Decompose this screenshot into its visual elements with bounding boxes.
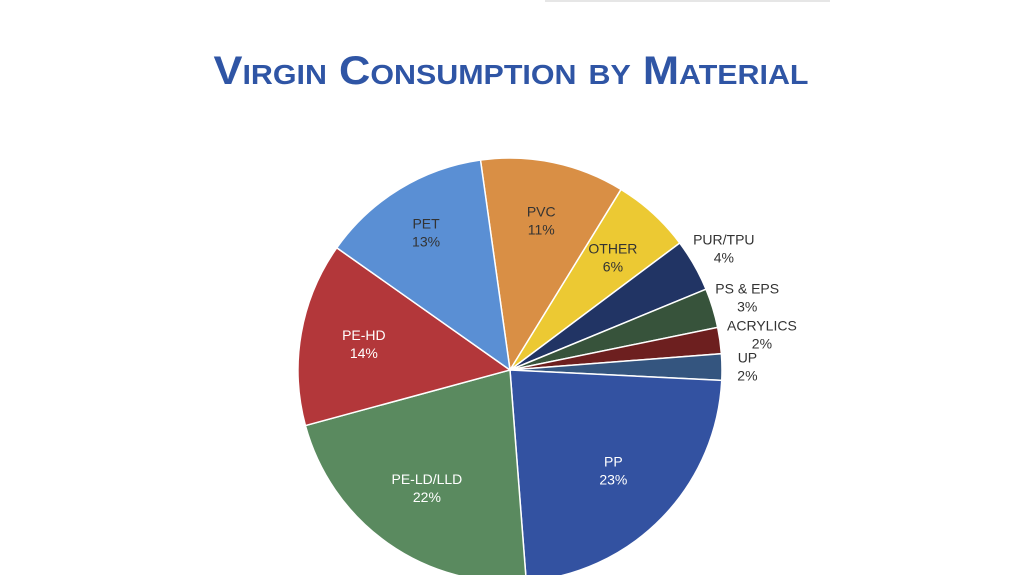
slice-value-label: 4% — [714, 250, 734, 266]
top-edge-bar — [545, 0, 830, 2]
slice-value-label: 22% — [413, 489, 441, 505]
slice-label: OTHER — [588, 240, 637, 256]
slice-value-label: 2% — [752, 336, 772, 352]
chart-title: Virgin Consumption by Material — [214, 49, 809, 93]
slice-label: PE-LD/LLD — [391, 471, 462, 487]
slice-value-label: 2% — [737, 368, 757, 384]
slice-value-label: 23% — [599, 472, 627, 488]
slice-label: PS & EPS — [715, 280, 779, 296]
slice-value-label: 6% — [603, 258, 623, 274]
slice-label: PE-HD — [342, 327, 386, 343]
slice-value-label: 14% — [350, 345, 378, 361]
pie-slice-pvc — [479, 157, 623, 373]
slice-label: PUR/TPU — [693, 232, 754, 248]
pie-slice-pe-hd — [297, 246, 512, 427]
slice-label: PP — [604, 454, 623, 470]
pie-slice-pp — [509, 369, 723, 575]
slice-label: ACRYLICS — [727, 318, 797, 334]
slice-value-label: 11% — [528, 222, 555, 238]
slice-label: UP — [738, 350, 757, 366]
pie-slice-pet — [335, 159, 511, 372]
slice-label: PET — [412, 215, 440, 231]
slice-value-label: 13% — [412, 233, 440, 249]
slice-value-label: 3% — [737, 298, 757, 314]
slice-label: PVC — [527, 204, 556, 220]
pie-slice-pe-ld-lld — [304, 369, 527, 575]
